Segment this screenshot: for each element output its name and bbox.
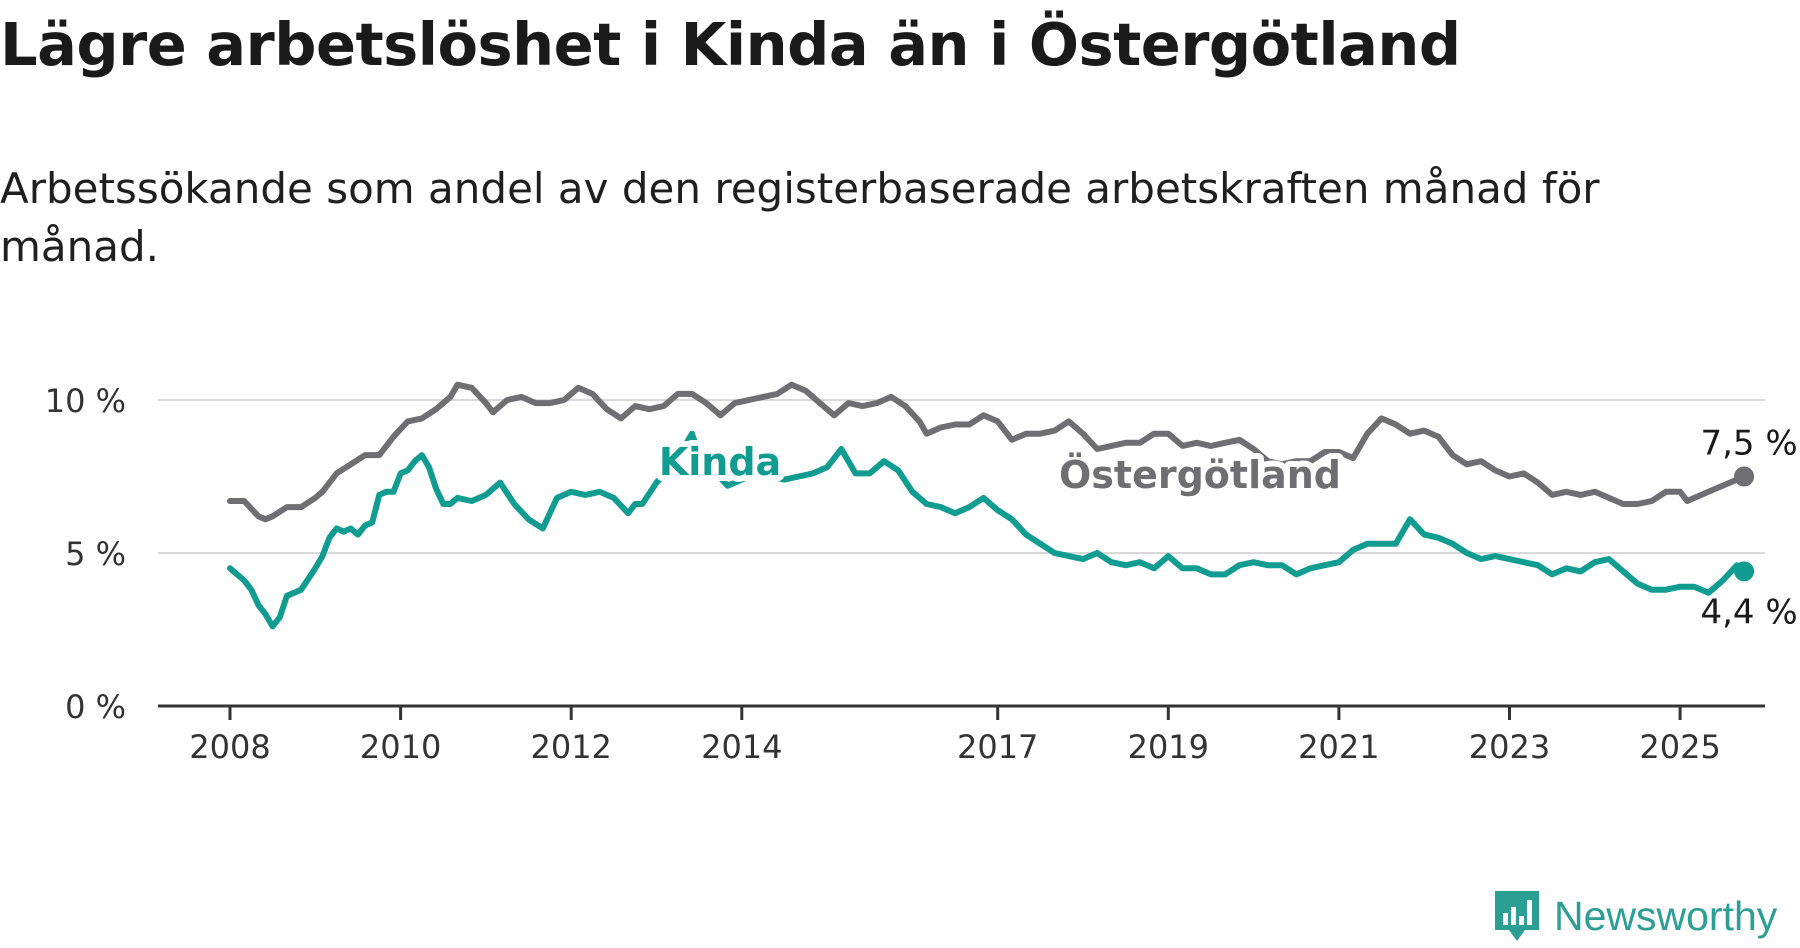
x-tick-label: 2023 (1469, 728, 1550, 766)
series-label--sterg-tland: Östergötland (1059, 453, 1341, 497)
newsworthy-logo-icon (1495, 891, 1539, 941)
chart-subtitle: Arbetssökande som andel av den registerb… (0, 164, 1600, 271)
x-tick-label: 2008 (189, 728, 270, 766)
end-label--sterg-tland: 7,5 % (1700, 424, 1797, 464)
x-tick-label: 2010 (360, 728, 441, 766)
brand-logo: Newsworthy (1492, 886, 1777, 946)
x-tick-label: 2017 (957, 728, 1038, 766)
y-tick-label: 5 % (65, 535, 126, 573)
x-tick-label: 2012 (530, 728, 611, 766)
series-lines (227, 381, 1755, 630)
series-end-point--sterg-tland (1734, 466, 1755, 487)
series-labels: 7,5 % 4,4 % Östergötland Kinda (653, 424, 1798, 633)
x-tick-label: 2021 (1298, 728, 1379, 766)
x-axis: 2008 2010 2012 2014 2017 2019 2021 2023 2025 (158, 704, 1765, 766)
series-label-kinda: Kinda (659, 440, 781, 484)
y-tick-label: 0 % (65, 688, 126, 726)
x-tick-label: 2014 (701, 728, 782, 766)
y-axis-ticks: 0 % 5 % 10 % (45, 382, 126, 726)
brand-name: Newsworthy (1554, 892, 1778, 939)
x-tick-label: 2025 (1639, 728, 1720, 766)
gridlines (158, 399, 1765, 554)
series-line-kinda (227, 430, 1748, 630)
chart-title: Lägre arbetslöshet i Kinda än i Östergöt… (0, 10, 1461, 79)
y-tick-label: 10 % (45, 382, 126, 420)
x-tick-label: 2019 (1128, 728, 1209, 766)
series-line--sterg-tland (227, 381, 1748, 523)
end-label-kinda: 4,4 % (1700, 592, 1797, 632)
series-end-point-kinda (1734, 561, 1755, 582)
